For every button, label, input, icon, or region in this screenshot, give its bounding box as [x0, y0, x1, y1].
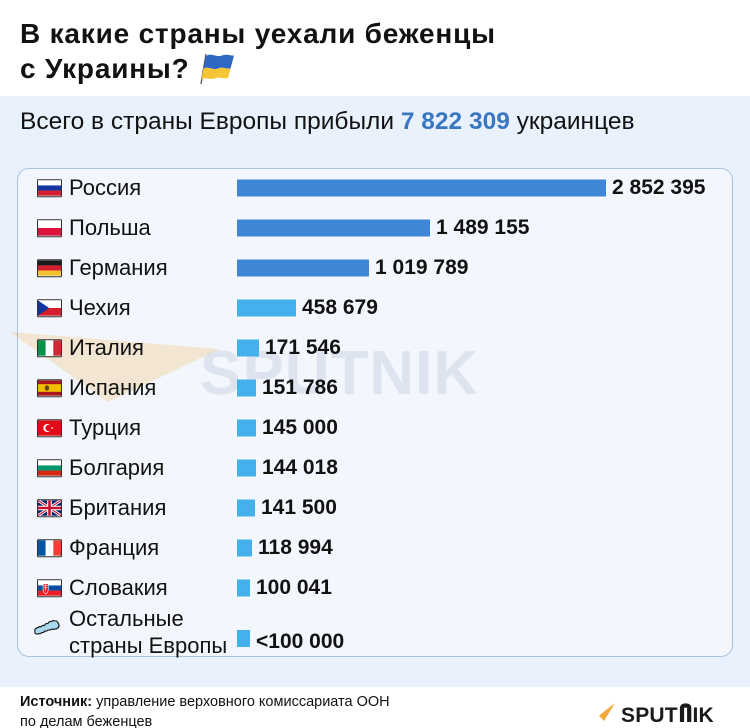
svg-text:IK: IK — [693, 704, 714, 727]
svg-text:SPUT: SPUT — [621, 704, 678, 727]
